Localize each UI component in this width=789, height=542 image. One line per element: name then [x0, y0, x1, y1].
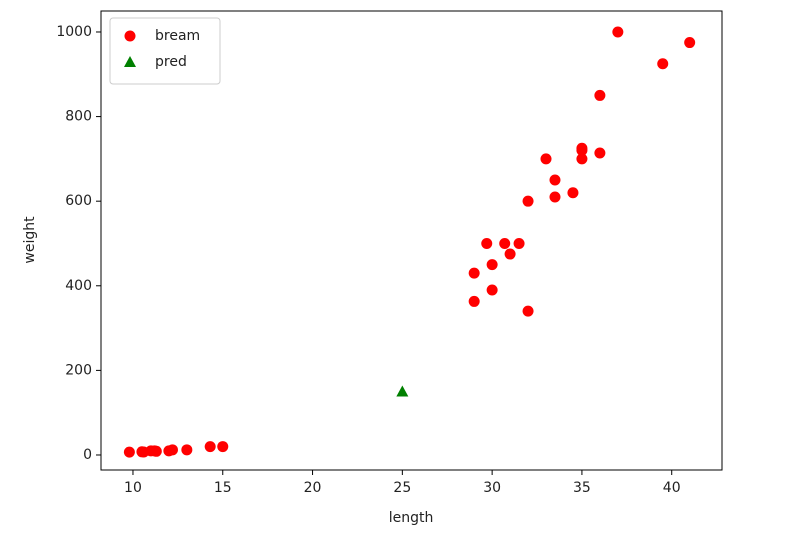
marker [217, 441, 229, 453]
marker [612, 26, 624, 38]
marker [522, 195, 534, 207]
marker [396, 385, 409, 397]
y-tick-label: 400 [65, 278, 92, 294]
y-tick-label: 200 [65, 362, 92, 378]
legend-marker [124, 30, 136, 42]
x-tick-label: 10 [124, 480, 142, 496]
marker [150, 445, 162, 457]
y-tick-label: 1000 [56, 24, 92, 40]
legend-box [109, 17, 221, 85]
marker [594, 147, 606, 159]
legend-label: bream [155, 28, 200, 44]
marker [504, 248, 516, 260]
x-tick-label: 35 [573, 480, 591, 496]
x-tick-label: 30 [483, 480, 501, 496]
y-tick-label: 0 [83, 447, 92, 463]
marker [481, 237, 493, 249]
marker [576, 153, 588, 165]
marker [684, 37, 696, 49]
marker [486, 259, 498, 271]
axes-frame [100, 10, 723, 471]
y-tick-label: 600 [65, 193, 92, 209]
y-axis-label: weight [22, 216, 38, 264]
marker [657, 58, 669, 70]
marker [204, 441, 216, 453]
y-tick-label: 800 [65, 109, 92, 125]
legend-marker [124, 56, 136, 67]
x-tick-label: 20 [304, 480, 322, 496]
marker [513, 237, 525, 249]
marker [567, 187, 579, 199]
marker [499, 237, 511, 249]
marker [594, 89, 606, 101]
legend-label: pred [155, 54, 187, 70]
x-tick-label: 15 [214, 480, 232, 496]
x-tick-label: 40 [663, 480, 681, 496]
marker [549, 174, 561, 186]
marker [576, 144, 588, 156]
x-axis-label: length [389, 510, 434, 526]
marker [549, 191, 561, 203]
marker [181, 444, 193, 456]
marker [166, 444, 178, 456]
marker [540, 153, 552, 165]
marker [468, 267, 480, 279]
marker [468, 295, 480, 307]
marker [522, 305, 534, 317]
marker [486, 284, 498, 296]
marker [123, 446, 135, 458]
x-tick-label: 25 [393, 480, 411, 496]
